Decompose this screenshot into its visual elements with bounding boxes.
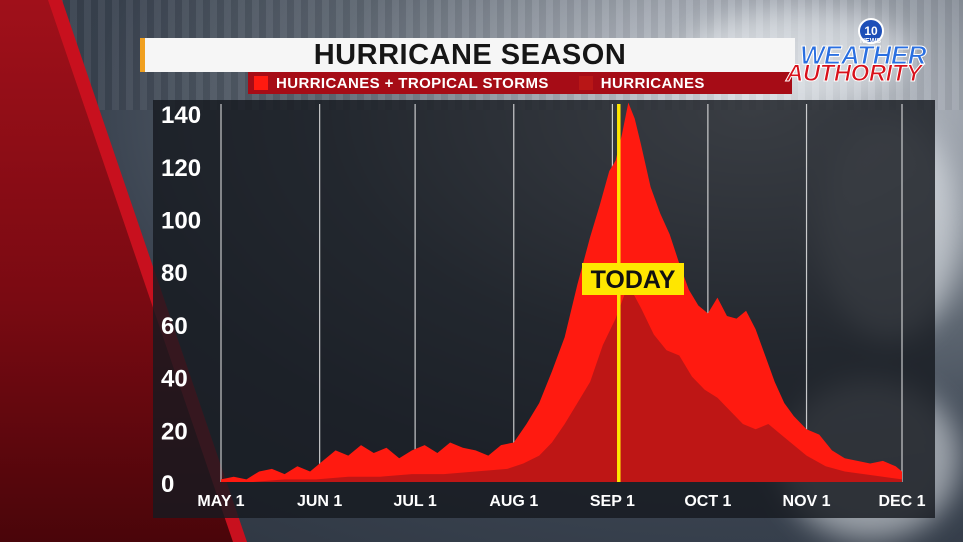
today-label-box (582, 263, 684, 295)
logo-authority-text: AUTHORITY (786, 60, 923, 88)
legend-label-hurricanes: HURRICANES (600, 74, 705, 92)
news-label: NEWS (860, 38, 881, 45)
legend-item-total: HURRICANES + TROPICAL STORMS (254, 75, 549, 92)
y-tick-label: 80 (161, 260, 188, 287)
y-tick-label: 20 (161, 418, 188, 445)
x-tick-label: JUL 1 (393, 493, 436, 510)
series-area-1 (221, 284, 902, 482)
x-tick-label: DEC 1 (878, 493, 925, 510)
y-tick-label: 0 (161, 471, 174, 498)
y-tick-label: 120 (161, 155, 201, 182)
title-bar: HURRICANE SEASON (140, 38, 795, 72)
x-tick-label: SEP 1 (590, 493, 635, 510)
logo-weather-text: WEATHER (799, 40, 927, 71)
y-tick-label: 140 (161, 102, 201, 129)
x-tick-label: MAY 1 (197, 493, 244, 510)
legend-item-hurricanes: HURRICANES (578, 74, 705, 92)
x-tick-label: OCT 1 (684, 493, 731, 510)
page-title: HURRICANE SEASON (313, 38, 627, 71)
legend-swatch-hurricanes (578, 76, 593, 90)
legend: HURRICANES + TROPICAL STORMS HURRICANES (248, 72, 792, 94)
x-tick-label: JUN 1 (297, 493, 342, 510)
y-tick-label: 60 (161, 313, 188, 340)
legend-label-total: HURRICANES + TROPICAL STORMS (276, 74, 549, 92)
y-tick-label: 100 (161, 208, 201, 235)
y-tick-label: 40 (161, 366, 188, 393)
legend-swatch-total (254, 76, 268, 90)
channel-badge: 10 (858, 18, 884, 44)
today-label: TODAY (591, 266, 676, 294)
series-area-0 (221, 102, 902, 482)
x-tick-label: AUG 1 (489, 493, 538, 510)
x-tick-label: NOV 1 (783, 493, 831, 510)
